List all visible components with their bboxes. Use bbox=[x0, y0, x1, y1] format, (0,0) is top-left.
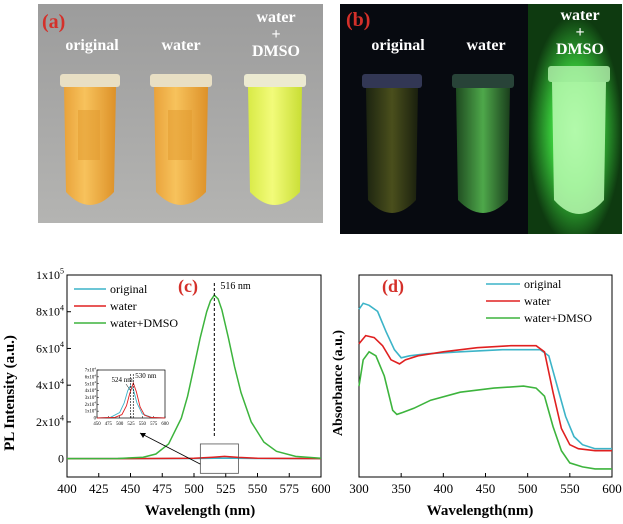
vial-label: water bbox=[161, 37, 200, 54]
vial-water-dmso bbox=[244, 74, 306, 205]
vial-original bbox=[60, 74, 120, 205]
panel-d-letter: (d) bbox=[382, 276, 404, 297]
vial-label: original bbox=[371, 37, 425, 54]
tick-label: 4x104 bbox=[36, 377, 64, 392]
y-axis-label: PL Intensity (a.u.) bbox=[2, 335, 18, 451]
inset-x-tick-label: 475 bbox=[105, 422, 113, 427]
series-line bbox=[67, 455, 322, 460]
x-tick-label: 450 bbox=[476, 481, 496, 496]
x-tick-label: 425 bbox=[89, 481, 109, 496]
legend-entry: original bbox=[524, 277, 562, 291]
panel-c-letter: (c) bbox=[178, 276, 198, 297]
legend-entry: water bbox=[524, 294, 551, 308]
pl-chart-panel: 400 425 450 475 500 525 550 575 600 0 2x104 4x104 6x… bbox=[0, 258, 331, 519]
tick-label: 4x104 bbox=[85, 387, 97, 394]
x-tick-label: 550 bbox=[560, 481, 580, 496]
inset-x-tick-label: 525 bbox=[127, 422, 135, 427]
inset-x-tick-label: 575 bbox=[150, 422, 158, 427]
zoom-arrow-head bbox=[140, 433, 146, 438]
legend-entry: original bbox=[110, 282, 148, 296]
x-tick-label: 400 bbox=[57, 481, 77, 496]
tick-label: 6x104 bbox=[36, 340, 64, 355]
tick-label: 2x104 bbox=[85, 401, 97, 408]
vial-label-multiline: water + DMSO bbox=[252, 9, 300, 60]
legend-entry: water+DMSO bbox=[110, 316, 178, 330]
peak-annotation-label: 516 nm bbox=[220, 281, 251, 292]
tick-label: 1x104 bbox=[85, 408, 97, 415]
x-tick-label: 400 bbox=[434, 481, 454, 496]
vial-label: water bbox=[466, 37, 505, 54]
vial-water-dmso bbox=[548, 66, 610, 214]
x-axis-label: Wavelength (nm) bbox=[145, 503, 255, 519]
inset-series-line bbox=[96, 385, 166, 419]
x-axis-label: Wavelength(nm) bbox=[427, 503, 534, 519]
y-axis-label: Absorbance (a.u.) bbox=[331, 330, 346, 437]
inset-x-tick-label: 500 bbox=[116, 422, 124, 427]
x-tick-label: 525 bbox=[216, 481, 236, 496]
inset-annotation-label: 530 nm bbox=[135, 372, 157, 380]
x-tick-label: 300 bbox=[349, 481, 369, 496]
tick-label: 0 bbox=[58, 452, 64, 466]
inset-annotation-label: 524 nm bbox=[112, 376, 134, 384]
x-tick-label: 475 bbox=[153, 481, 173, 496]
zoom-arrow bbox=[139, 432, 201, 465]
tick-label: 7x104 bbox=[85, 366, 97, 373]
panel-a-letter: (a) bbox=[42, 11, 65, 33]
pl-chart: 400 425 450 475 500 525 550 575 60002x1044x1046x… bbox=[2, 267, 331, 519]
x-tick-label: 500 bbox=[184, 481, 204, 496]
photo-panel-b: (b) original water water + DMSO bbox=[340, 4, 622, 234]
x-tick-label: 350 bbox=[391, 481, 411, 496]
vial-label: original bbox=[65, 37, 119, 54]
tick-label: 1x105 bbox=[36, 267, 64, 282]
vial-water bbox=[452, 74, 514, 213]
x-tick-label: 575 bbox=[280, 481, 300, 496]
inset-frame bbox=[96, 369, 166, 419]
absorbance-chart: 300 350 400 450 500 550 600 original water water… bbox=[331, 274, 622, 519]
tick-label: 2x104 bbox=[36, 414, 64, 429]
vial-water bbox=[150, 74, 212, 205]
vial-label-multiline: water + DMSO bbox=[556, 7, 604, 58]
inset-x-tick-label: 450 bbox=[93, 422, 101, 427]
absorbance-chart-panel: 300 350 400 450 500 550 600 original water water… bbox=[330, 258, 623, 519]
tick-label: 8x104 bbox=[36, 303, 64, 318]
tick-label: 6x104 bbox=[85, 373, 97, 380]
panel-b-letter: (b) bbox=[346, 9, 370, 31]
zoom-box bbox=[199, 443, 239, 474]
series-line bbox=[358, 302, 612, 450]
x-tick-label: 600 bbox=[311, 481, 330, 496]
series-line bbox=[358, 350, 612, 470]
series-line bbox=[358, 334, 612, 452]
tick-label: 0 bbox=[94, 417, 97, 422]
vial-original bbox=[362, 74, 422, 213]
tick-label: 3x104 bbox=[85, 394, 97, 401]
photo-panel-a: (a) original water water + DMSO bbox=[38, 4, 323, 223]
x-tick-label: 550 bbox=[248, 481, 268, 496]
tick-label: 5x104 bbox=[85, 380, 97, 387]
x-tick-label: 600 bbox=[602, 481, 622, 496]
legend-entry: water bbox=[110, 299, 137, 313]
x-tick-label: 500 bbox=[518, 481, 538, 496]
x-tick-label: 450 bbox=[121, 481, 141, 496]
legend-entry: water+DMSO bbox=[524, 311, 592, 325]
series-line bbox=[66, 294, 322, 460]
inset-x-tick-label: 550 bbox=[139, 422, 147, 427]
inset-x-tick-label: 600 bbox=[161, 422, 169, 427]
inset-pointer bbox=[125, 383, 131, 391]
